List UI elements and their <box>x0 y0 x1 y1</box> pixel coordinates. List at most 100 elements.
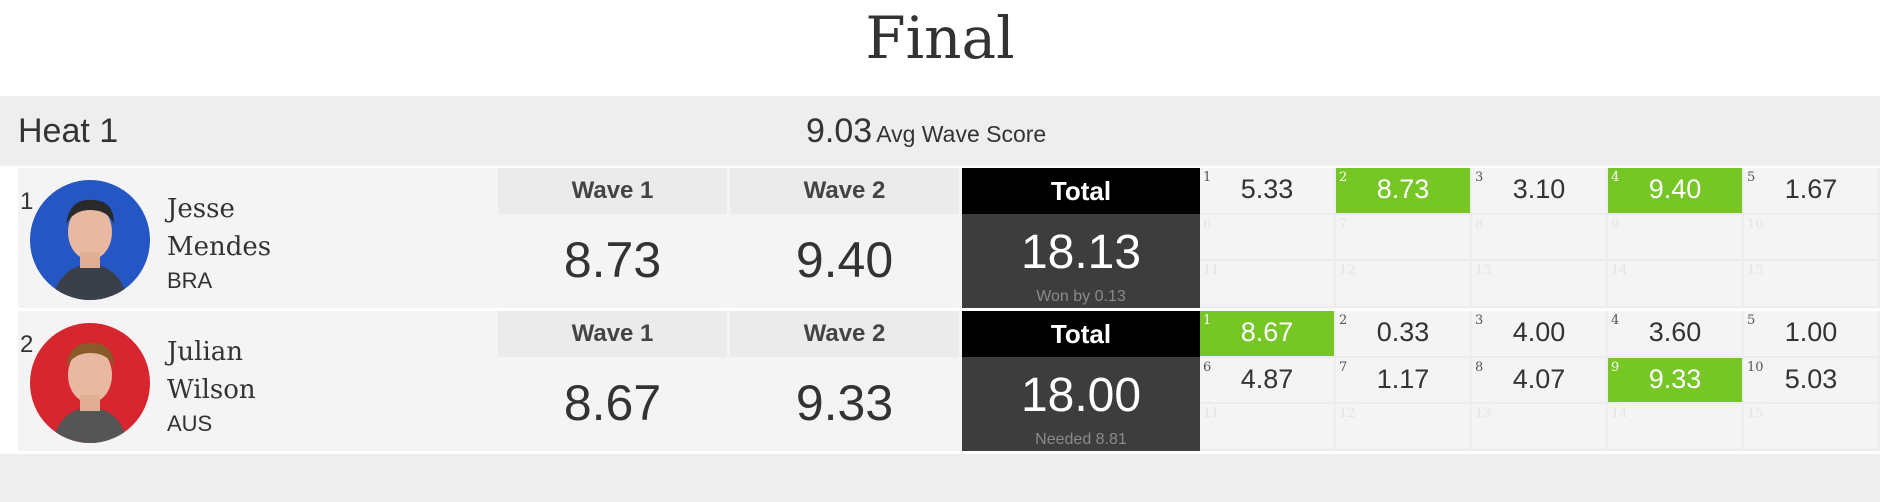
wave-number: 6 <box>1203 359 1212 375</box>
page-title: Final <box>865 4 1015 72</box>
surfer-row: 1 Jesse Mendes BRA Wave 1 8.73 Wave 2 9.40 … <box>18 168 1880 308</box>
avatar[interactable] <box>30 180 150 300</box>
wave-score-cell[interactable]: 15 <box>1744 404 1880 451</box>
wave-score-cell[interactable]: 11 <box>1200 261 1336 308</box>
wave-score-cell[interactable]: 3 4.00 <box>1472 311 1608 358</box>
wave-score-cell[interactable]: 12 <box>1336 261 1472 308</box>
wave-score-cell[interactable]: 14 <box>1608 404 1744 451</box>
wave-number: 8 <box>1475 359 1484 375</box>
wave-number: 5 <box>1747 170 1756 185</box>
wave-score-cell[interactable]: 10 5.03 <box>1744 357 1880 405</box>
avg-score-label: Avg Wave Score <box>876 121 1047 147</box>
wave-number: 13 <box>1475 406 1492 422</box>
wave-number: 9 <box>1611 216 1620 232</box>
wave-number: 4 <box>1611 170 1620 185</box>
wave-score: 9.40 <box>1648 174 1702 204</box>
wave-score: 8.73 <box>1376 174 1430 204</box>
heat-total: Total 18.00 Needed 8.81 <box>962 311 1200 451</box>
wave-score-cell[interactable]: 5 1.00 <box>1744 311 1880 358</box>
wave-score-cell[interactable]: 4 3.60 <box>1608 311 1744 358</box>
surfer-country: AUS <box>167 411 213 436</box>
counting-wave-2: Wave 2 9.40 <box>730 168 959 308</box>
wave-score-cell[interactable]: 13 <box>1472 261 1608 308</box>
wave-score: 0.33 <box>1376 317 1430 347</box>
wave-number: 5 <box>1747 313 1756 328</box>
footer-bar <box>0 454 1880 502</box>
surfer-seed: 1 <box>20 188 34 215</box>
wave-score: 5.03 <box>1784 363 1838 394</box>
heat-total: Total 18.13 Won by 0.13 <box>962 168 1200 308</box>
wave-score-cell[interactable]: 14 <box>1608 261 1744 308</box>
wave-score-cell[interactable]: 7 <box>1336 214 1472 262</box>
wave-number: 11 <box>1203 406 1220 422</box>
wave-number: 11 <box>1203 263 1220 279</box>
wave-score-cell[interactable]: 9 <box>1608 214 1744 262</box>
counting-wave-2: Wave 2 9.33 <box>730 311 959 451</box>
wave-number: 14 <box>1611 406 1628 422</box>
surfer-row: 2 Julian Wilson AUS Wave 1 8.67 Wave 2 9.33… <box>18 311 1880 451</box>
wave-grid: 1 5.33 2 8.73 3 3.10 4 9.40 5 1.67 6 7 8… <box>1200 168 1880 308</box>
wave-number: 10 <box>1747 359 1764 375</box>
wave-number: 7 <box>1339 359 1348 375</box>
surfer-name[interactable]: Jesse Mendes <box>167 194 272 262</box>
result-status: Needed 8.81 <box>1035 431 1127 448</box>
counting-wave-1: Wave 1 8.73 <box>498 168 727 308</box>
wave-score-cell[interactable]: 4 9.40 <box>1608 168 1744 215</box>
wave-score: 4.00 <box>1512 317 1566 347</box>
wave-number: 15 <box>1747 406 1764 422</box>
wave-score: 1.67 <box>1784 174 1838 204</box>
wave-number: 4 <box>1611 313 1620 328</box>
wave-number: 1 <box>1203 170 1212 185</box>
wave-number: 1 <box>1203 313 1212 328</box>
wave-score-cell[interactable]: 6 <box>1200 214 1336 262</box>
surfer-country: BRA <box>167 268 213 293</box>
wave-score-cell[interactable]: 12 <box>1336 404 1472 451</box>
wave-score: 1.00 <box>1784 317 1838 347</box>
counting-wave-1: Wave 1 8.67 <box>498 311 727 451</box>
wave-number: 12 <box>1339 263 1356 279</box>
wave-score-cell[interactable]: 11 <box>1200 404 1336 451</box>
wave-number: 2 <box>1339 313 1348 328</box>
wave-score-cell[interactable]: 3 3.10 <box>1472 168 1608 215</box>
heat-name: Heat 1 <box>18 112 119 150</box>
wave-score-cell[interactable]: 15 <box>1744 261 1880 308</box>
wave-number: 10 <box>1747 216 1764 232</box>
wave-score-cell[interactable]: 5 1.67 <box>1744 168 1880 215</box>
wave-score: 5.33 <box>1240 174 1294 204</box>
wave-number: 3 <box>1475 170 1484 185</box>
surfer-seed: 2 <box>20 331 34 358</box>
wave-score: 4.87 <box>1240 363 1294 394</box>
wave-score-cell[interactable]: 1 8.67 <box>1200 311 1336 358</box>
result-status: Won by 0.13 <box>1036 288 1126 305</box>
wave-number: 12 <box>1339 406 1356 422</box>
wave-score: 4.07 <box>1512 363 1566 394</box>
wave-score-cell[interactable]: 2 8.73 <box>1336 168 1472 215</box>
avg-wave-score: 9.03 Avg Wave Score <box>806 112 1046 151</box>
wave-score-cell[interactable]: 8 <box>1472 214 1608 262</box>
wave-score: 1.17 <box>1376 363 1430 394</box>
wave-score: 8.67 <box>1240 317 1294 347</box>
wave-number: 8 <box>1475 216 1484 232</box>
wave-score-cell[interactable]: 1 5.33 <box>1200 168 1336 215</box>
wave-number: 14 <box>1611 263 1628 279</box>
wave-number: 15 <box>1747 263 1764 279</box>
avg-score-value: 9.03 <box>806 112 873 150</box>
surfer-name[interactable]: Julian Wilson <box>167 337 256 405</box>
wave-number: 13 <box>1475 263 1492 279</box>
heat-header: Heat 1 9.03 Avg Wave Score <box>0 96 1880 166</box>
wave-score: 3.10 <box>1512 174 1566 204</box>
wave-score-cell[interactable]: 13 <box>1472 404 1608 451</box>
avatar[interactable] <box>30 323 150 443</box>
wave-score-cell[interactable]: 7 1.17 <box>1336 357 1472 405</box>
wave-number: 9 <box>1611 359 1620 375</box>
wave-score: 3.60 <box>1648 317 1702 347</box>
wave-number: 6 <box>1203 216 1212 232</box>
wave-score-cell[interactable]: 6 4.87 <box>1200 357 1336 405</box>
wave-score: 9.33 <box>1648 363 1702 394</box>
wave-score-cell[interactable]: 8 4.07 <box>1472 357 1608 405</box>
wave-number: 3 <box>1475 313 1484 328</box>
wave-score-cell[interactable]: 9 9.33 <box>1608 357 1744 405</box>
wave-score-cell[interactable]: 10 <box>1744 214 1880 262</box>
wave-score-cell[interactable]: 2 0.33 <box>1336 311 1472 358</box>
wave-grid: 1 8.67 2 0.33 3 4.00 4 3.60 5 1.00 6 4.8… <box>1200 311 1880 451</box>
